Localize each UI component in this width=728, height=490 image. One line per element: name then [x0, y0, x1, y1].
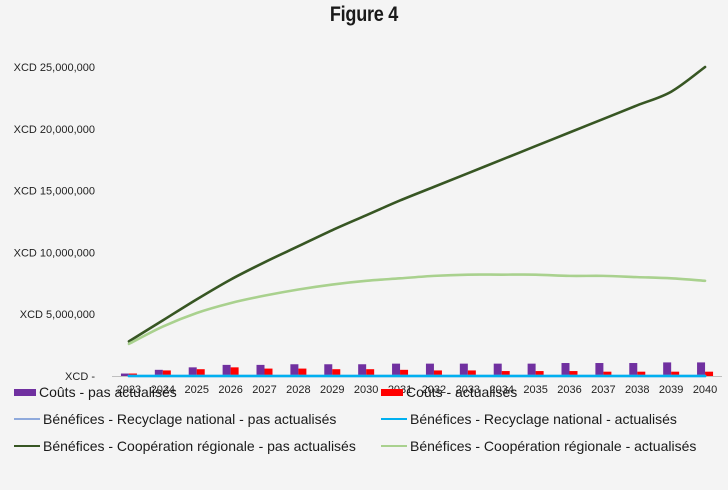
x-tick-label: 2040 [693, 384, 717, 396]
bar-couts-actualises [637, 371, 646, 376]
x-tick-label: 2037 [591, 384, 615, 396]
x-tick-label: 2035 [523, 384, 547, 396]
legend-swatch [381, 388, 403, 396]
x-tick-label: 2032 [422, 384, 446, 396]
x-tick-label: 2023 [117, 384, 141, 396]
bar-couts-pas-actualises [425, 363, 434, 376]
bar-couts-actualises [501, 371, 510, 376]
line-benefices-cooperation-regionale-actualises [127, 273, 707, 346]
y-tick-label: XCD 25,000,000 [14, 62, 95, 74]
legend-label: Bénéfices - Recyclage national - actuali… [410, 411, 677, 427]
bar-couts-pas-actualises [222, 364, 231, 376]
bar-couts-actualises [196, 369, 205, 376]
legend-swatch [381, 418, 407, 420]
x-tick-label: 2027 [252, 384, 276, 396]
bar-couts-pas-actualises [459, 363, 468, 376]
legend-item-benefices-recyclage-national-actualises: Bénéfices - Recyclage national - actuali… [381, 411, 677, 427]
legend-label: Coûts - pas actualisés [39, 384, 177, 400]
bar-couts-actualises [433, 370, 442, 376]
bar-couts-pas-actualises [697, 362, 706, 376]
y-tick-label: XCD - [65, 371, 95, 383]
chart-title: Figure 4 [329, 3, 399, 26]
x-tick-label: 2033 [456, 384, 480, 396]
x-tick-label: 2038 [625, 384, 649, 396]
bar-couts-pas-actualises [188, 367, 197, 376]
x-tick-label: 2036 [557, 384, 581, 396]
legend-label: Bénéfices - Coopération régionale - pas … [43, 438, 356, 454]
bar-couts-actualises [400, 369, 409, 376]
y-tick-label: XCD 5,000,000 [20, 309, 95, 321]
x-tick-label: 2034 [489, 384, 513, 396]
bar-couts-actualises [230, 367, 239, 376]
x-tick-label: 2028 [286, 384, 310, 396]
bar-couts-pas-actualises [256, 364, 265, 376]
legend-item-benefices-cooperation-regionale-pas-actualises: Bénéfices - Coopération régionale - pas … [14, 438, 356, 454]
y-tick-label: XCD 10,000,000 [14, 247, 95, 259]
x-tick-label: 2026 [218, 384, 242, 396]
legend-swatch [14, 388, 36, 396]
bar-couts-pas-actualises [154, 369, 163, 376]
bar-couts-pas-actualises [595, 363, 604, 376]
legend-swatch [381, 445, 407, 447]
bar-couts-actualises [569, 371, 578, 376]
bar-couts-pas-actualises [324, 364, 333, 376]
bar-couts-actualises [366, 369, 375, 376]
bar-couts-actualises [705, 371, 714, 376]
bar-couts-actualises [162, 370, 171, 376]
legend-swatch [14, 445, 40, 447]
legend-item-benefices-recyclage-national-pas-actualises: Bénéfices - Recyclage national - pas act… [14, 411, 336, 427]
bar-couts-actualises [298, 368, 307, 376]
legend-item-couts-actualises: Coûts - actualisés [381, 384, 517, 400]
bar-couts-pas-actualises [493, 363, 502, 376]
legend-label: Bénéfices - Coopération régionale - actu… [410, 438, 697, 454]
chart-area: XCD - XCD 5,000,000 XCD 10,000,000 XCD 15,0… [14, 62, 722, 396]
bar-couts-pas-actualises [663, 362, 672, 376]
x-tick-label: 2039 [659, 384, 683, 396]
legend-label: Bénéfices - Recyclage national - pas act… [43, 411, 337, 427]
x-tick-label: 2029 [320, 384, 344, 396]
y-tick-label: XCD 15,000,000 [14, 186, 95, 198]
y-tick-label: XCD 20,000,000 [14, 124, 95, 136]
line-benefices-cooperation-regionale-pas-actualises [127, 65, 707, 343]
bar-couts-actualises [603, 371, 612, 376]
legend-swatch [14, 418, 40, 420]
bar-couts-pas-actualises [290, 364, 299, 376]
bar-couts-actualises [332, 369, 341, 376]
bar-couts-pas-actualises [392, 363, 401, 376]
bar-couts-pas-actualises [629, 363, 638, 376]
bar-couts-actualises [467, 370, 476, 376]
x-tick-label: 2030 [354, 384, 378, 396]
bar-couts-pas-actualises [120, 373, 129, 376]
bar-couts-actualises [264, 368, 273, 376]
bar-couts-actualises [671, 371, 680, 376]
x-tick-label: 2024 [151, 384, 175, 396]
legend-item-couts-pas-actualises: Coûts - pas actualisés [14, 384, 177, 400]
bar-couts-pas-actualises [358, 364, 367, 376]
legend-label: Coûts - actualisés [406, 384, 518, 400]
bar-couts-actualises [535, 371, 544, 376]
legend-item-benefices-cooperation-regionale-actualises: Bénéfices - Coopération régionale - actu… [381, 438, 696, 454]
bar-couts-pas-actualises [561, 363, 570, 376]
x-tick-label: 2025 [184, 384, 208, 396]
bar-couts-pas-actualises [527, 363, 536, 376]
